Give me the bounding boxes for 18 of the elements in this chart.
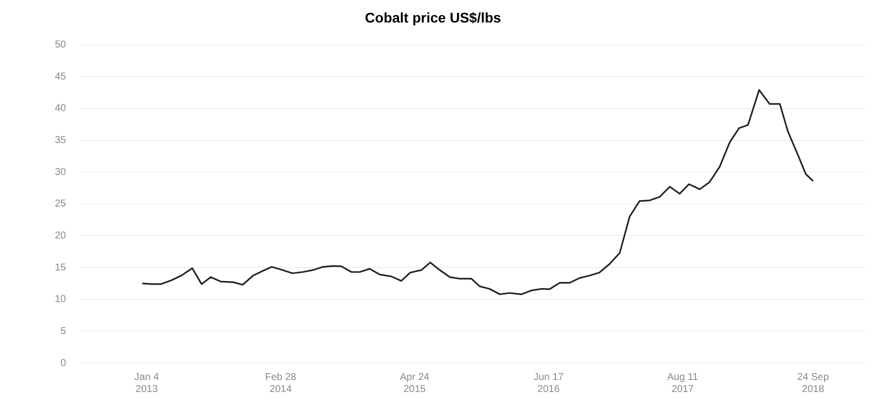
y-tick-label: 40 — [54, 103, 66, 114]
y-tick-label: 5 — [60, 326, 66, 337]
y-tick-label: 50 — [54, 40, 66, 51]
x-tick-label: Apr 24 2015 — [400, 372, 430, 395]
y-tick-label: 25 — [54, 198, 66, 210]
x-tick-label: Jan 4 2013 — [134, 372, 160, 395]
x-tick-label: Feb 28 2014 — [265, 372, 297, 395]
x-tick-label: Jun 17 2016 — [534, 372, 564, 395]
y-tick-label: 20 — [54, 230, 66, 242]
y-tick-label: 30 — [54, 166, 66, 178]
y-tick-label: 35 — [54, 135, 66, 146]
y-tick-label: 0 — [60, 358, 66, 369]
chart-title: Cobalt price US$/lbs — [364, 9, 502, 26]
x-tick-label: 24 Sep 2018 — [797, 372, 830, 395]
x-tick-label: Aug 11 2017 — [667, 372, 698, 395]
y-tick-label: 10 — [54, 294, 66, 306]
y-tick-label: 45 — [54, 71, 66, 82]
y-tick-label: 15 — [54, 262, 66, 274]
